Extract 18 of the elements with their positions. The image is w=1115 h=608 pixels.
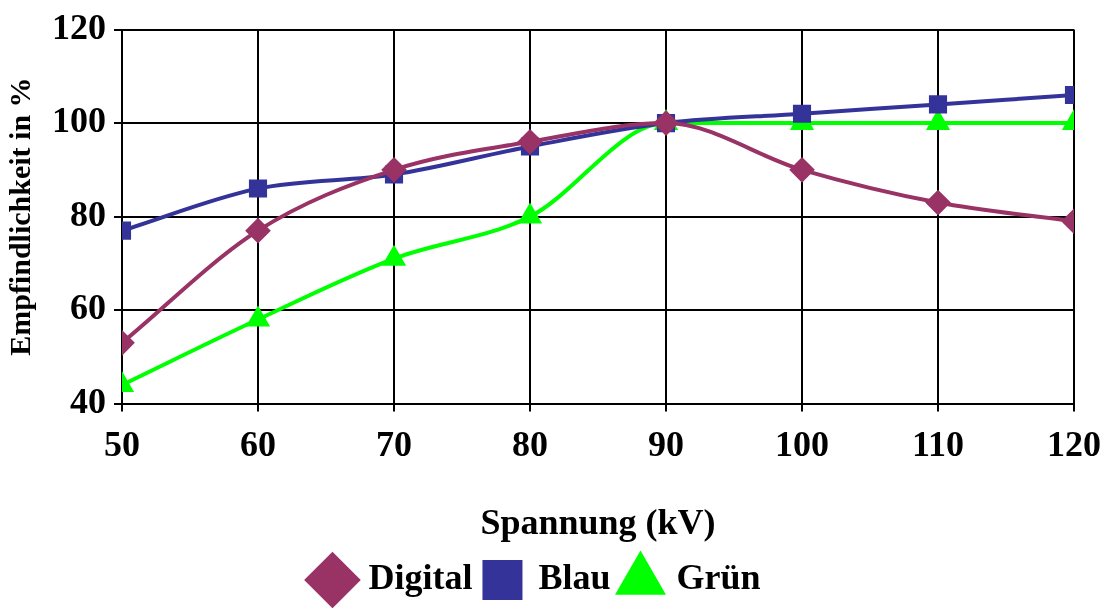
x-tick-label: 60: [240, 424, 276, 465]
legend-label: Grün: [676, 557, 761, 598]
y-axis-title: Empfindlichkeit in %: [2, 77, 36, 356]
y-tick-label: 40: [70, 380, 106, 421]
y-tick-label: 80: [70, 193, 106, 234]
x-axis-title: Spannung (kV): [480, 501, 716, 542]
x-tick-label: 90: [648, 424, 684, 465]
x-tick-label: 50: [104, 424, 140, 465]
x-tick-label: 80: [512, 424, 548, 465]
x-tick-label: 100: [775, 424, 829, 465]
y-tick-label: 120: [52, 6, 106, 47]
legend-label: Blau: [538, 557, 611, 598]
legend-label: Digital: [368, 557, 473, 598]
y-tick-label: 60: [70, 287, 106, 328]
y-tick-label: 100: [52, 100, 106, 141]
x-tick-label: 120: [1047, 424, 1101, 465]
x-tick-label: 110: [911, 424, 965, 465]
x-tick-label: 70: [376, 424, 412, 465]
